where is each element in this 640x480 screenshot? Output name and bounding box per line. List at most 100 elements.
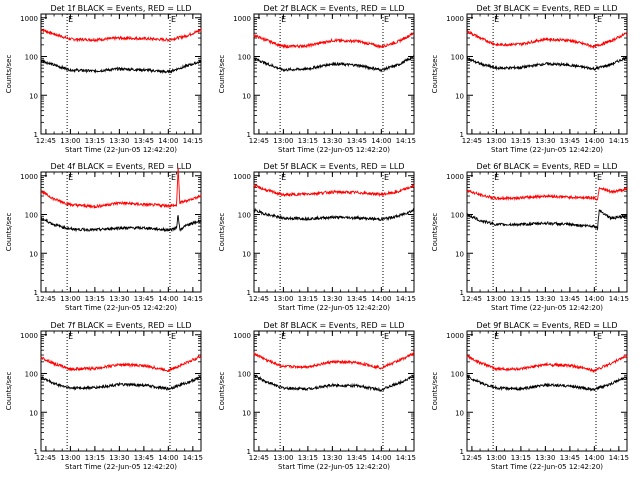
events-rate-line: [253, 374, 415, 392]
x-tick-label: 13:45: [560, 137, 580, 145]
x-axis-label: Start Time (22-Jun-05 12:42:20): [278, 304, 390, 312]
events-rate-line: [40, 375, 202, 391]
y-axis-label: Counts/sec: [431, 372, 439, 411]
x-tick-label: 13:15: [298, 295, 318, 303]
x-tick-label: 14:15: [609, 454, 629, 462]
x-tick-label: 12:45: [462, 295, 482, 303]
x-axis-label: Start Time (22-Jun-05 12:42:20): [65, 304, 177, 312]
event-marker-label: E: [281, 332, 286, 341]
y-tick-label: 100: [451, 371, 464, 379]
x-tick-label: 14:15: [396, 454, 416, 462]
y-tick-label: 1000: [20, 332, 38, 340]
event-marker-label: E: [494, 15, 499, 24]
x-axis-label: Start Time (22-Jun-05 12:42:20): [278, 146, 390, 154]
x-tick-label: 12:45: [249, 137, 269, 145]
x-tick-label: 14:15: [609, 295, 629, 303]
events-rate-line: [466, 55, 628, 71]
x-axis-label: Start Time (22-Jun-05 12:42:20): [65, 463, 177, 471]
x-tick-label: 14:15: [396, 295, 416, 303]
lld-rate-line: [253, 350, 415, 370]
plot-frame: [253, 330, 415, 452]
x-tick-label: 13:15: [511, 137, 531, 145]
lld-rate-line: [253, 184, 415, 198]
event-marker-label: E: [281, 173, 286, 182]
y-tick-label: 100: [238, 54, 251, 62]
x-tick-label: 13:15: [85, 454, 105, 462]
x-tick-label: 12:45: [36, 137, 56, 145]
panel-title: Det 7f BLACK = Events, RED = LLD: [50, 321, 191, 330]
x-tick-label: 13:15: [85, 295, 105, 303]
x-tick-label: 13:30: [535, 295, 555, 303]
events-rate-line: [40, 215, 202, 233]
events-rate-line: [40, 58, 202, 75]
x-tick-label: 13:45: [134, 137, 154, 145]
x-axis-label: Start Time (22-Jun-05 12:42:20): [491, 463, 603, 471]
detector-panel: Det 4f BLACK = Events, RED = LLD 1 10 100 10…: [5, 162, 203, 312]
x-tick-label: 13:00: [486, 454, 506, 462]
x-tick-label: 14:15: [609, 137, 629, 145]
events-rate-line: [253, 54, 415, 73]
x-tick-label: 13:45: [560, 295, 580, 303]
lld-rate-line: [40, 167, 202, 210]
plot-frame: [253, 13, 415, 135]
y-tick-label: 10: [29, 250, 38, 258]
x-tick-label: 14:00: [158, 137, 178, 145]
y-tick-label: 1000: [446, 15, 464, 23]
x-axis-label: Start Time (22-Jun-05 12:42:20): [491, 146, 603, 154]
panel-title: Det 4f BLACK = Events, RED = LLD: [50, 162, 191, 171]
x-tick-label: 14:15: [183, 295, 203, 303]
event-marker-label: E: [384, 15, 389, 24]
y-tick-label: 1: [34, 289, 38, 297]
events-rate-line: [253, 207, 415, 222]
y-axis-label: Counts/sec: [218, 213, 226, 252]
detector-panel: Det 3f BLACK = Events, RED = LLD 1 10 100 10…: [431, 4, 629, 154]
x-tick-label: 14:00: [371, 137, 391, 145]
y-tick-label: 1000: [20, 173, 38, 181]
x-tick-label: 12:45: [249, 295, 269, 303]
x-tick-label: 13:30: [535, 137, 555, 145]
y-tick-label: 10: [29, 409, 38, 417]
x-tick-label: 14:00: [371, 454, 391, 462]
x-tick-label: 12:45: [36, 454, 56, 462]
lld-rate-line: [466, 354, 628, 374]
detector-panel: Det 9f BLACK = Events, RED = LLD 1 10 100 10…: [431, 321, 629, 471]
event-marker-label: E: [68, 332, 73, 341]
detector-panel: Det 2f BLACK = Events, RED = LLD 1 10 100 10…: [218, 4, 416, 154]
y-tick-label: 1: [247, 131, 251, 139]
x-tick-label: 13:30: [322, 454, 342, 462]
events-rate-line: [466, 209, 628, 231]
x-tick-label: 13:45: [560, 454, 580, 462]
y-axis-label: Counts/sec: [218, 55, 226, 94]
y-tick-label: 10: [242, 250, 251, 258]
event-marker-label: E: [597, 332, 602, 341]
y-tick-label: 10: [242, 92, 251, 100]
detector-panel: Det 6f BLACK = Events, RED = LLD 1 10 100 10…: [431, 162, 629, 312]
y-tick-label: 100: [238, 212, 251, 220]
x-tick-label: 13:15: [85, 137, 105, 145]
x-tick-label: 13:30: [322, 137, 342, 145]
x-tick-label: 13:00: [486, 137, 506, 145]
plot-frame: [466, 13, 628, 135]
panel-title: Det 3f BLACK = Events, RED = LLD: [476, 4, 617, 13]
x-tick-label: 13:00: [273, 454, 293, 462]
event-marker-label: E: [68, 173, 73, 182]
x-tick-label: 13:30: [322, 295, 342, 303]
events-rate-line: [466, 374, 628, 392]
plot-frame: [466, 330, 628, 452]
event-marker-label: E: [494, 332, 499, 341]
x-tick-label: 14:15: [396, 137, 416, 145]
event-marker-label: E: [597, 15, 602, 24]
plot-frame: [40, 330, 202, 452]
y-tick-label: 10: [242, 409, 251, 417]
y-tick-label: 10: [29, 92, 38, 100]
event-marker-label: E: [384, 332, 389, 341]
x-tick-label: 12:45: [462, 454, 482, 462]
plot-frame: [40, 171, 202, 293]
lld-rate-line: [253, 32, 415, 50]
event-marker-label: E: [281, 15, 286, 24]
y-tick-label: 1000: [446, 173, 464, 181]
x-tick-label: 13:45: [134, 454, 154, 462]
y-tick-label: 10: [455, 409, 464, 417]
y-tick-label: 100: [25, 371, 38, 379]
